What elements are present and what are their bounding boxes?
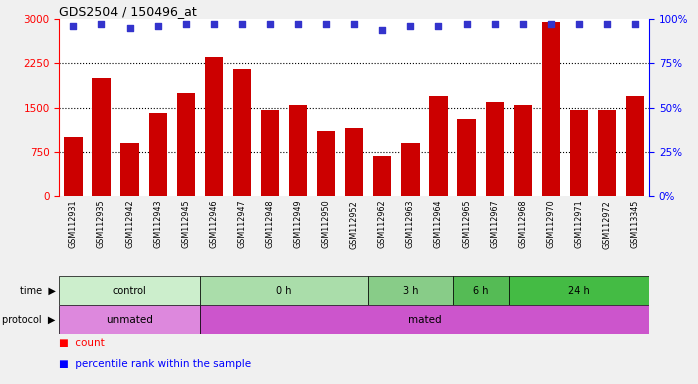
Bar bbox=[59, 276, 200, 305]
Text: GSM112948: GSM112948 bbox=[265, 200, 274, 248]
Point bbox=[348, 22, 359, 28]
Text: GSM112945: GSM112945 bbox=[181, 200, 191, 248]
Point bbox=[68, 23, 79, 29]
Bar bbox=[429, 96, 447, 196]
Bar bbox=[570, 111, 588, 196]
Point bbox=[545, 22, 556, 28]
Bar bbox=[261, 111, 279, 196]
Point bbox=[320, 22, 332, 28]
Text: unmated: unmated bbox=[106, 314, 153, 325]
Text: GSM112935: GSM112935 bbox=[97, 200, 106, 248]
Text: GSM112968: GSM112968 bbox=[518, 200, 527, 248]
Bar bbox=[149, 113, 167, 196]
Bar bbox=[200, 305, 649, 334]
Point bbox=[573, 22, 584, 28]
Bar bbox=[289, 104, 307, 196]
Bar bbox=[200, 276, 369, 305]
Text: GSM112964: GSM112964 bbox=[434, 200, 443, 248]
Text: GSM112952: GSM112952 bbox=[350, 200, 359, 248]
Text: GSM112942: GSM112942 bbox=[125, 200, 134, 248]
Text: GSM112971: GSM112971 bbox=[574, 200, 584, 248]
Text: 24 h: 24 h bbox=[568, 286, 590, 296]
Point bbox=[517, 22, 528, 28]
Bar bbox=[345, 128, 364, 196]
Bar bbox=[232, 69, 251, 196]
Text: mated: mated bbox=[408, 314, 441, 325]
Bar bbox=[452, 276, 509, 305]
Point bbox=[630, 22, 641, 28]
Bar bbox=[598, 111, 616, 196]
Text: GSM112962: GSM112962 bbox=[378, 200, 387, 248]
Text: GSM112950: GSM112950 bbox=[322, 200, 331, 248]
Text: GSM112970: GSM112970 bbox=[547, 200, 556, 248]
Bar bbox=[64, 137, 82, 196]
Text: GSM112963: GSM112963 bbox=[406, 200, 415, 248]
Text: ■  count: ■ count bbox=[59, 338, 105, 348]
Bar bbox=[486, 102, 504, 196]
Text: GSM112931: GSM112931 bbox=[69, 200, 78, 248]
Bar bbox=[509, 276, 649, 305]
Text: GSM112972: GSM112972 bbox=[602, 200, 611, 248]
Point bbox=[124, 25, 135, 31]
Bar bbox=[317, 131, 335, 196]
Point bbox=[152, 23, 163, 29]
Bar bbox=[177, 93, 195, 196]
Point bbox=[237, 22, 248, 28]
Text: 3 h: 3 h bbox=[403, 286, 418, 296]
Text: GSM112965: GSM112965 bbox=[462, 200, 471, 248]
Bar bbox=[514, 104, 532, 196]
Bar bbox=[401, 143, 419, 196]
Point bbox=[180, 22, 191, 28]
Text: GSM113345: GSM113345 bbox=[630, 200, 639, 248]
Point bbox=[265, 22, 276, 28]
Text: protocol  ▶: protocol ▶ bbox=[3, 314, 56, 325]
Point bbox=[461, 22, 472, 28]
Point bbox=[602, 22, 613, 28]
Bar bbox=[369, 276, 452, 305]
Bar bbox=[121, 143, 139, 196]
Point bbox=[292, 22, 304, 28]
Text: time  ▶: time ▶ bbox=[20, 286, 56, 296]
Bar bbox=[542, 22, 560, 196]
Bar bbox=[205, 58, 223, 196]
Point bbox=[96, 22, 107, 28]
Text: GSM112967: GSM112967 bbox=[490, 200, 499, 248]
Text: GSM112946: GSM112946 bbox=[209, 200, 218, 248]
Text: control: control bbox=[112, 286, 147, 296]
Point bbox=[377, 27, 388, 33]
Point bbox=[489, 22, 500, 28]
Text: GSM112947: GSM112947 bbox=[237, 200, 246, 248]
Bar bbox=[457, 119, 476, 196]
Text: ■  percentile rank within the sample: ■ percentile rank within the sample bbox=[59, 359, 251, 369]
Point bbox=[208, 22, 219, 28]
Bar bbox=[373, 156, 392, 196]
Point bbox=[433, 23, 444, 29]
Text: GSM112943: GSM112943 bbox=[153, 200, 162, 248]
Bar bbox=[92, 78, 110, 196]
Text: GDS2504 / 150496_at: GDS2504 / 150496_at bbox=[59, 5, 197, 18]
Bar bbox=[626, 96, 644, 196]
Point bbox=[405, 23, 416, 29]
Text: 6 h: 6 h bbox=[473, 286, 489, 296]
Text: 0 h: 0 h bbox=[276, 286, 292, 296]
Bar bbox=[59, 305, 200, 334]
Text: GSM112949: GSM112949 bbox=[294, 200, 302, 248]
